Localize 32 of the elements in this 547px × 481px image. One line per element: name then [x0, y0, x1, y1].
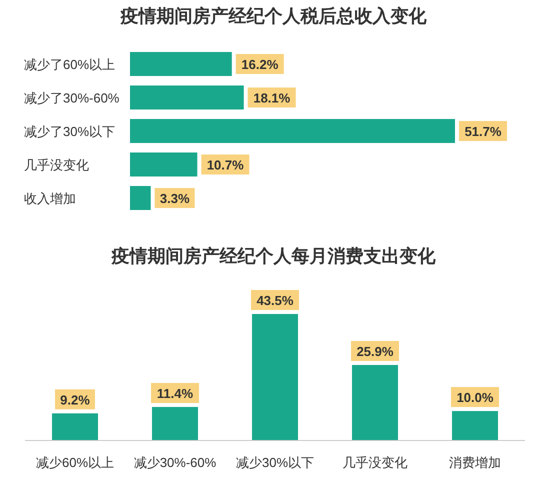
bar: [130, 186, 151, 210]
data-label: 10.0%: [456, 390, 494, 406]
data-label: 18.1%: [253, 90, 291, 106]
bar: [130, 52, 232, 76]
y-tick-label: 减少了30%-60%: [24, 90, 120, 106]
data-label: 43.5%: [256, 293, 294, 308]
data-label: 3.3%: [160, 191, 190, 206]
bar: [130, 119, 455, 143]
bar: [152, 406, 198, 440]
data-label: 11.4%: [156, 386, 194, 401]
data-label: 10.7%: [206, 158, 244, 172]
x-tick-label: 消费增加: [449, 455, 501, 470]
chart-title: 疫情期间房产经纪个人税后总收入变化: [120, 6, 428, 26]
x-tick-label: 减少30%以下: [236, 455, 314, 470]
x-tick-label: 减少60%以上: [36, 455, 114, 470]
y-tick-label: 收入增加: [24, 191, 76, 206]
chart-title: 疫情期间房产经纪个人每月消费支出变化: [110, 246, 436, 266]
bar: [452, 411, 498, 440]
data-label: 51.7%: [464, 124, 502, 139]
bar: [130, 86, 244, 110]
y-tick-label: 减少了30%以下: [24, 124, 116, 139]
data-label: 25.9%: [356, 344, 394, 359]
x-tick-label: 减少30%-60%: [134, 455, 217, 470]
bar: [130, 152, 198, 176]
y-tick-label: 减少了60%以上: [24, 57, 116, 72]
bar: [252, 314, 298, 440]
bar: [352, 364, 398, 440]
x-tick-label: 几乎没变化: [342, 455, 408, 470]
y-tick-label: 几乎没变化: [24, 158, 89, 172]
data-label: 9.2%: [60, 392, 90, 408]
bar: [52, 413, 98, 440]
data-label: 16.2%: [241, 57, 279, 72]
